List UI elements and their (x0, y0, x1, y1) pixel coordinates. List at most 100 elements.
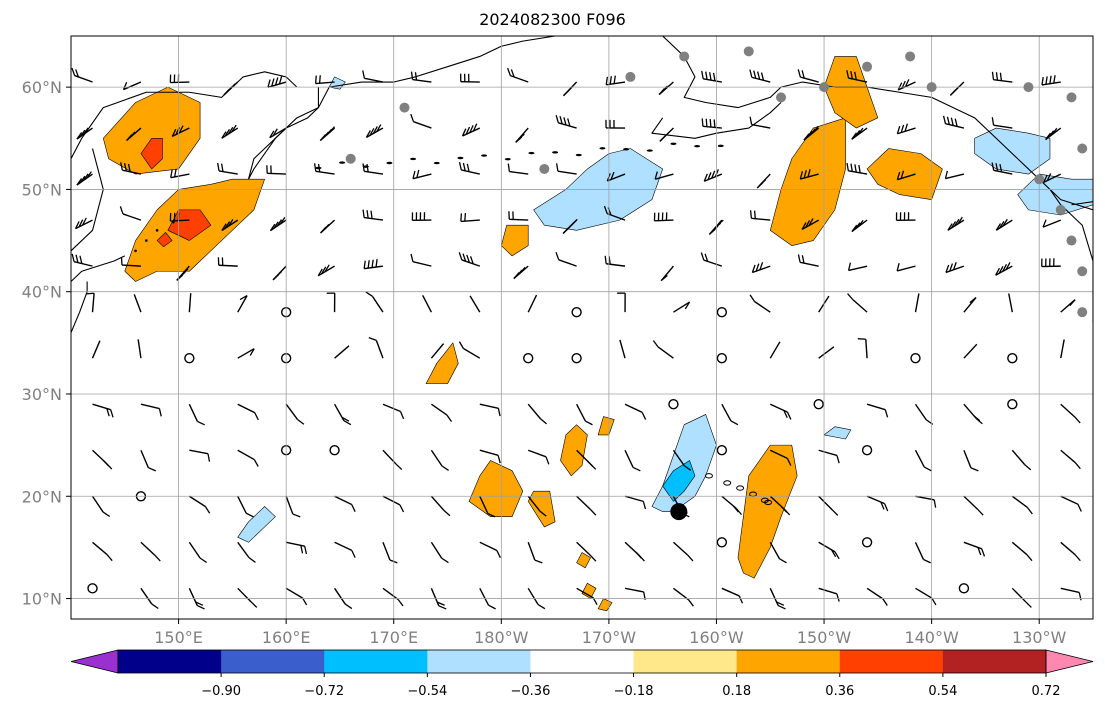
wind-barb (319, 126, 336, 142)
wind-barb (460, 213, 480, 223)
wind-barb (1060, 403, 1081, 424)
wind-barb (624, 495, 647, 510)
calm-circle (861, 445, 873, 456)
wind-barb (991, 162, 1013, 175)
wind-barb (479, 587, 496, 610)
wind-barb (221, 124, 239, 139)
wind-barb (963, 403, 983, 425)
wind-barb (515, 127, 529, 143)
calm-circle (668, 399, 679, 410)
wind-barb (847, 262, 868, 272)
kuril-island (155, 229, 159, 232)
wind-barb (237, 541, 256, 563)
wind-barb (368, 336, 384, 359)
wind-barb (479, 495, 496, 518)
coastlines (71, 36, 1093, 506)
station-marks (345, 46, 1088, 521)
wind-barb (363, 259, 384, 270)
calm-circle (184, 352, 195, 364)
wind-barb (708, 219, 724, 235)
lon-tick-label: 150°W (797, 628, 852, 647)
wind-barb (846, 70, 868, 83)
kuril-island (171, 220, 175, 224)
wind-barb (1060, 299, 1076, 313)
wind-barb (412, 169, 432, 180)
coastline-segment (71, 148, 104, 252)
wind-barb (576, 541, 597, 562)
wind-barb (604, 255, 626, 267)
wind-barb (769, 449, 792, 466)
wind-barb (1041, 75, 1061, 86)
wind-barb (851, 219, 868, 233)
wind-barb (963, 495, 984, 516)
wind-barb (92, 403, 114, 418)
wind-barb (458, 252, 481, 267)
coastline-segment (247, 36, 556, 180)
contour-gulf-orange-e (866, 148, 943, 200)
station-dot (539, 163, 550, 174)
colorbar-tick-label: −0.54 (407, 684, 447, 699)
coastline-segment (248, 87, 319, 180)
calm-circle (958, 583, 970, 594)
wind-barb (915, 495, 937, 508)
wind-barb (365, 124, 384, 138)
lat-tick-label: 10°N (22, 590, 62, 609)
axis-labels: 150°E 160°E 170°E 180°W 170°W 160°W 150°W 140°W… (22, 78, 1067, 647)
colorbar-tick-label: −0.36 (511, 684, 551, 699)
wind-barb (188, 293, 192, 313)
colorbar-segment (530, 650, 635, 673)
plot-frame (70, 35, 1094, 620)
wind-barb (617, 292, 626, 313)
wind-barb (963, 449, 979, 472)
wind-barb (1045, 127, 1062, 141)
wind-barb (140, 587, 159, 610)
aleutian-island (670, 142, 677, 145)
wind-barb (991, 117, 1013, 129)
wind-barb (410, 253, 432, 267)
wind-barb (576, 495, 597, 516)
colorbar-extend-high (1045, 649, 1094, 674)
wind-barb (673, 301, 691, 313)
wind-barb (653, 212, 674, 222)
aleutian-island (481, 154, 488, 157)
wind-barb (847, 293, 868, 313)
wind-barb (942, 115, 965, 129)
wind-barb (624, 449, 641, 472)
colorbar-tick-label: 0.72 (1032, 684, 1061, 699)
wind-barb (1043, 173, 1062, 183)
wind-barb (91, 495, 111, 518)
station-dot (1055, 204, 1066, 215)
station-dot (1077, 143, 1088, 154)
calm-circle (1007, 399, 1018, 410)
lon-tick-label: 150°E (154, 628, 203, 647)
wind-barb (120, 257, 141, 267)
wind-barb (320, 219, 336, 234)
wind-barb (749, 69, 771, 83)
wind-barb (1011, 541, 1033, 562)
wind-barb (430, 588, 447, 610)
wind-barb (507, 163, 529, 175)
wind-barb (334, 541, 356, 558)
wind-barb (756, 173, 771, 189)
wind-barb (469, 295, 481, 313)
wind-barb (71, 253, 93, 267)
wind-barb (382, 542, 398, 564)
wind-barb (508, 211, 529, 221)
wind-barb (749, 294, 771, 313)
wind-barb (119, 206, 142, 221)
wind-barb (672, 541, 694, 562)
hawaii-island (704, 473, 713, 479)
calm-circle (87, 583, 98, 594)
wind-barb (801, 218, 820, 231)
wind-barb (286, 541, 308, 555)
wind-barb (1060, 449, 1081, 470)
coastline-segment (71, 255, 126, 282)
wind-barb (326, 292, 336, 313)
station-dot (679, 51, 690, 62)
lat-tick-label: 20°N (22, 487, 62, 506)
coastline-segment (71, 281, 88, 333)
wind-barb (866, 587, 888, 606)
wind-barb (382, 587, 404, 607)
wind-barb (133, 294, 142, 313)
colorbar-tick-label: 0.54 (928, 684, 957, 699)
